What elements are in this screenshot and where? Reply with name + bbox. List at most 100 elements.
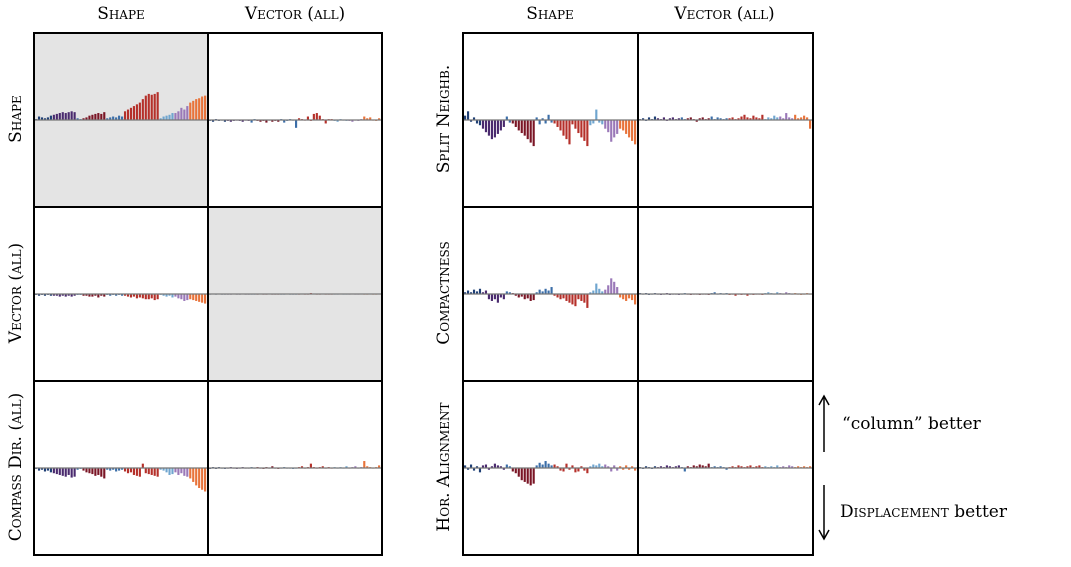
bar-left-r2-c0-6	[52, 468, 55, 474]
bar-right-r0-c0-7	[484, 120, 488, 133]
bar-left-r0-c0-3	[43, 118, 47, 120]
bar-left-r1-c0-3	[43, 294, 47, 296]
bar-right-r1-c0-5	[478, 288, 482, 294]
bar-right-r0-c0-25	[538, 120, 541, 125]
bar-right-r2-c0-17	[514, 468, 517, 474]
bar-right-r2-c1-51	[791, 466, 794, 468]
bar-left-r2-c0-53	[192, 468, 195, 482]
bar-right-r0-c0-34	[565, 120, 568, 140]
bar-right-r2-c1-9	[665, 465, 668, 468]
annotation-up-prefix: “column”	[842, 414, 923, 434]
bar-right-r0-c0-9	[490, 120, 493, 140]
bar-right-r2-c1-2	[644, 466, 648, 468]
bar-right-r0-c1-56	[806, 117, 809, 120]
bar-left-r2-c0-21	[97, 468, 100, 475]
bar-right-r0-c0-56	[631, 120, 634, 141]
bar-left-r2-c0-19	[91, 468, 94, 475]
bar-right-r2-c0-35	[568, 468, 571, 470]
bar-right-r2-c0-29	[550, 465, 553, 468]
bar-right-r0-c0-57	[634, 120, 637, 145]
bar-right-r2-c0-52	[619, 466, 622, 468]
bar-left-r1-c0-39	[150, 294, 153, 299]
bar-right-r1-c0-10	[493, 294, 496, 300]
bar-right-r0-c0-20	[523, 120, 526, 136]
bar-right-r2-c1-48	[782, 466, 785, 468]
bar-left-r2-c0-37	[144, 468, 147, 474]
bar-right-r0-c0-44	[595, 109, 598, 120]
bar-right-r2-c0-7	[484, 464, 488, 468]
bar-left-r0-c1-53	[366, 118, 369, 120]
bar-right-r0-c0-24	[535, 117, 538, 120]
bar-right-r0-c1-47	[779, 116, 782, 120]
bar-right-r2-c0-13	[502, 468, 505, 470]
bar-right-r2-c0-19	[520, 468, 523, 481]
bar-left-r0-c1-17	[259, 120, 262, 122]
bar-left-r0-c0-25	[109, 117, 112, 120]
bar-right-r1-c0-51	[616, 287, 619, 294]
bar-left-r0-c0-47	[174, 113, 177, 120]
bar-right-r0-c0-50	[613, 120, 616, 138]
bar-right-r0-c1-34	[740, 116, 743, 120]
bar-left-r2-c0-18	[88, 468, 91, 474]
annotation-down: Displacement better	[840, 502, 1007, 522]
bar-right-r2-c0-40	[583, 468, 586, 471]
bar-left-r1-c0-10	[64, 294, 67, 297]
bar-left-r2-c0-28	[118, 468, 121, 471]
bar-right-r2-c1-44	[770, 466, 773, 468]
bar-right-r0-c1-3	[647, 117, 651, 120]
bar-left-r0-c0-56	[201, 96, 204, 120]
bar-left-r0-c1-21	[271, 120, 274, 122]
annotation-down-suffix: better	[948, 502, 1007, 522]
bar-left-r2-c0-27	[115, 468, 118, 472]
bar-right-r1-c0-29	[550, 287, 553, 294]
bar-right-r1-c0-39	[580, 294, 583, 301]
bar-right-r1-c1-32	[734, 294, 737, 296]
bar-right-r2-c1-13	[677, 465, 680, 468]
bar-right-r1-c0-6	[481, 292, 485, 294]
bar-right-r0-c1-43	[767, 117, 770, 120]
bar-left-r1-c0-11	[67, 294, 70, 296]
bar-left-r0-c1-25	[283, 120, 286, 123]
bar-left-r0-c0-39	[150, 94, 153, 120]
bar-right-r0-c1-1	[641, 118, 645, 120]
bar-right-r0-c1-50	[788, 117, 791, 120]
bar-right-r0-c0-21	[526, 120, 529, 140]
bar-left-r2-c0-52	[189, 468, 192, 479]
bar-left-r2-c0-8	[58, 468, 61, 475]
bar-left-r1-c0-48	[177, 294, 180, 299]
bar-right-r2-c0-24	[535, 465, 538, 468]
bar-left-r0-c1-36	[315, 113, 318, 120]
bar-right-r0-c1-37	[749, 118, 752, 120]
bar-right-r2-c0-48	[607, 466, 610, 468]
bar-right-r2-c1-33	[737, 465, 740, 468]
bar-right-r0-c0-10	[493, 120, 496, 138]
bar-left-r1-c0-52	[189, 294, 192, 300]
bar-right-r2-c0-14	[505, 464, 508, 468]
bar-right-r2-c1-22	[704, 466, 707, 468]
bar-left-r0-c0-5	[49, 115, 52, 120]
bar-left-r0-c0-44	[165, 115, 168, 120]
bar-left-r0-c0-31	[126, 109, 130, 120]
bar-right-r0-c1-39	[755, 117, 758, 120]
bar-right-r2-c0-18	[517, 468, 520, 477]
bar-left-r2-c1-49	[354, 466, 357, 468]
bar-right-r0-c0-28	[547, 114, 550, 120]
bar-right-r1-c0-50	[613, 281, 616, 294]
bar-right-r2-c0-36	[571, 465, 574, 468]
bar-left-r0-c0-18	[88, 115, 91, 120]
bar-right-r2-c0-23	[532, 468, 535, 484]
bar-right-r0-c0-11	[496, 120, 499, 134]
bar-right-r2-c0-56	[631, 466, 634, 468]
bar-right-r2-c1-31	[731, 466, 734, 468]
bar-right-r0-c1-53	[797, 118, 800, 120]
bar-left-r2-c0-48	[177, 468, 180, 475]
bar-left-r0-c1-7	[229, 120, 232, 122]
bar-right-r1-c0-36	[571, 294, 574, 305]
bar-right-r2-c1-34	[740, 466, 743, 468]
bar-right-r2-c0-37	[574, 468, 577, 473]
bar-left-r0-c0-21	[97, 113, 100, 120]
bar-left-r0-c0-45	[168, 114, 171, 120]
arrow-down-head	[818, 529, 830, 541]
right-row-label-3: Hor. Alignment	[434, 402, 454, 532]
